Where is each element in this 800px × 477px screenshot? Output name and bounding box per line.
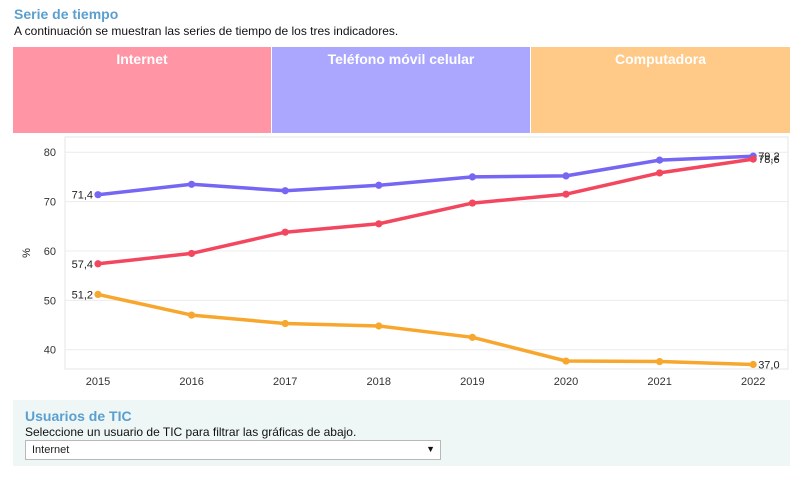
data-point-tel-fono-m-vil-celular[interactable] (281, 187, 289, 195)
series-line-internet (96, 157, 755, 266)
data-point-internet[interactable] (749, 155, 757, 163)
series-line-computadora (96, 292, 755, 367)
data-point-computadora[interactable] (562, 357, 570, 365)
y-tick-label: 50 (44, 295, 56, 307)
tab-telefono-movil-celular[interactable]: Teléfono móvil celular (271, 47, 530, 133)
data-point-computadora[interactable] (94, 290, 102, 298)
x-tick-label: 2015 (86, 376, 110, 388)
data-point-internet[interactable] (468, 199, 476, 207)
data-point-computadora[interactable] (188, 311, 196, 319)
data-point-tel-fono-m-vil-celular[interactable] (656, 156, 664, 164)
data-point-tel-fono-m-vil-celular[interactable] (94, 191, 102, 199)
data-point-internet[interactable] (94, 260, 102, 268)
plot-area (64, 136, 789, 370)
data-point-internet[interactable] (375, 220, 383, 228)
x-tick-label: 2022 (741, 376, 765, 388)
series-line-tel-fono-m-vil-celular (96, 154, 755, 197)
data-point-computadora[interactable] (656, 357, 664, 366)
y-tick-label: 40 (44, 345, 56, 357)
y-tick-label: 80 (44, 147, 56, 159)
data-label-start-computadora: 51,2 (72, 289, 93, 301)
tab-internet[interactable]: Internet (13, 47, 271, 133)
time-series-chart: 40 50 60 70 80% 2015 2016 2017 2018 2019 2020 2021 2… (0, 133, 800, 393)
user-type-select-value: Internet (32, 444, 70, 456)
chevron-down-icon: ▼ (426, 444, 435, 454)
data-label-end-internet: 78,6 (758, 154, 779, 166)
filter-subtitle: Seleccione un usuario de TIC para filtra… (25, 425, 357, 439)
data-label-end-tel-fono-m-vil-celular: 79,2 (758, 151, 779, 163)
y-tick-label: 70 (44, 197, 56, 209)
user-type-select[interactable]: Internet ▼ (25, 440, 441, 460)
x-tick-label: 2016 (179, 376, 203, 388)
indicator-tabs: Internet Teléfono móvil celular Computad… (13, 47, 790, 133)
data-point-internet[interactable] (562, 190, 570, 198)
filter-panel: Usuarios de TIC Seleccione un usuario de… (13, 400, 790, 466)
data-label-start-tel-fono-m-vil-celular: 71,4 (72, 190, 93, 202)
data-label-end-computadora: 37,0 (758, 360, 779, 372)
x-tick-label: 2018 (367, 376, 391, 388)
data-point-computadora[interactable] (749, 360, 757, 369)
data-point-computadora[interactable] (375, 322, 383, 330)
section-subtitle: A continuación se muestran las series de… (14, 24, 399, 38)
data-point-tel-fono-m-vil-celular[interactable] (188, 180, 196, 188)
data-label-start-internet: 57,4 (72, 259, 93, 271)
data-point-tel-fono-m-vil-celular[interactable] (468, 173, 476, 181)
y-tick-label: 60 (44, 246, 56, 258)
data-point-tel-fono-m-vil-celular[interactable] (562, 172, 570, 180)
x-tick-label: 2017 (273, 376, 297, 388)
data-point-computadora[interactable] (281, 319, 289, 328)
tab-computadora[interactable]: Computadora (530, 47, 790, 133)
data-point-computadora[interactable] (468, 333, 476, 341)
data-point-internet[interactable] (656, 169, 664, 177)
x-tick-label: 2019 (460, 376, 484, 388)
x-tick-label: 2020 (554, 376, 578, 388)
section-title: Serie de tiempo (14, 6, 119, 22)
y-axis-label: % (21, 248, 33, 258)
data-point-internet[interactable] (281, 228, 289, 236)
filter-title: Usuarios de TIC (25, 408, 132, 424)
x-tick-label: 2021 (647, 376, 671, 388)
data-point-tel-fono-m-vil-celular[interactable] (375, 181, 383, 189)
data-point-internet[interactable] (188, 249, 196, 258)
